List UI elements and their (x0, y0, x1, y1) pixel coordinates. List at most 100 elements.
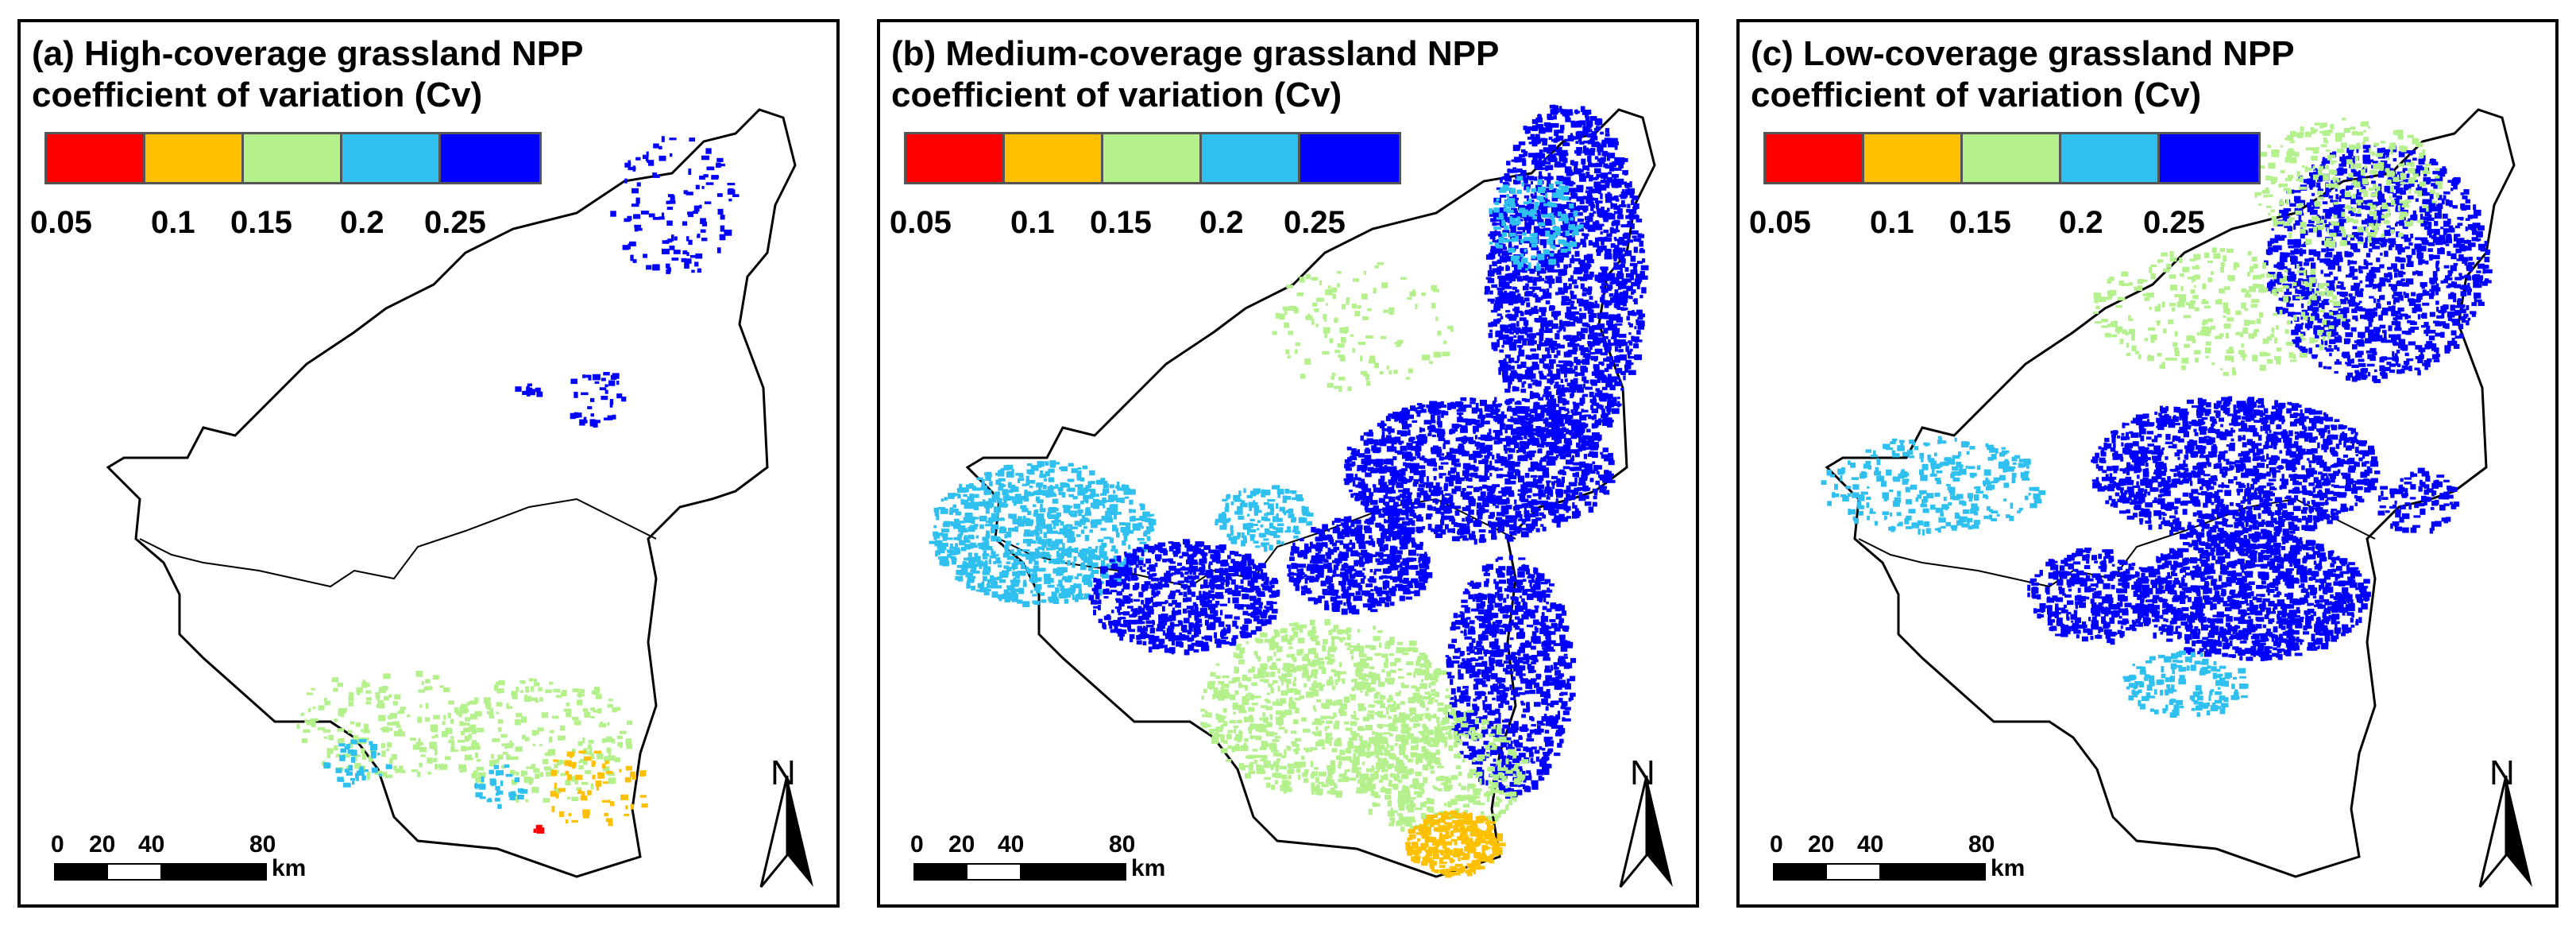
cv-pixel (1568, 213, 1575, 216)
cv-pixel (1582, 130, 1589, 136)
cv-pixel (514, 777, 520, 783)
cv-pixel (425, 686, 433, 691)
cv-pixel (1530, 348, 1537, 352)
cv-pixel (1570, 292, 1574, 299)
cv-pixel (1411, 503, 1415, 508)
cv-pixel (1464, 636, 1473, 640)
cv-pixel (1509, 671, 1514, 674)
cv-pixel (516, 713, 523, 718)
cv-pixel (1589, 227, 1593, 232)
cv-pixel (335, 768, 342, 773)
cv-pixel (1605, 237, 1612, 242)
cv-pixel (1519, 769, 1523, 772)
cv-pixel (1408, 438, 1414, 443)
cv-pixel (1514, 267, 1520, 273)
cv-pixel (1088, 575, 1091, 579)
cv-pixel (1480, 491, 1486, 498)
cv-pixel (1559, 656, 1568, 659)
cv-pixel (1509, 273, 1517, 279)
cv-pixel (1471, 761, 1480, 765)
cv-pixel (1588, 161, 1591, 167)
cv-pixel (1517, 766, 1523, 769)
cv-pixel (1593, 211, 1597, 214)
cv-pixel (1499, 629, 1504, 635)
cv-pixel (1515, 295, 1521, 299)
cv-pixel (1595, 421, 1599, 428)
cv-pixel (1533, 277, 1540, 282)
cv-pixel (1554, 333, 1560, 340)
cv-pixel (1468, 594, 1474, 600)
cv-pixel (1471, 749, 1478, 755)
cv-pixel (1480, 420, 1489, 424)
cv-pixel (1493, 306, 1500, 311)
cv-pixel (1526, 451, 1529, 456)
cv-pixel (1345, 467, 1352, 471)
cv-pixel (1481, 729, 1489, 734)
cv-pixel (433, 745, 438, 751)
cv-pixel (1492, 210, 1500, 216)
cv-pixel (1508, 380, 1512, 385)
cv-pixel (1523, 319, 1529, 326)
cv-pixel (1501, 250, 1508, 257)
cv-pixel (424, 717, 430, 722)
cv-pixel (1524, 690, 1530, 695)
cv-pixel (1534, 265, 1537, 272)
cv-pixel (1540, 616, 1548, 622)
cv-pixel (1528, 665, 1535, 672)
cv-pixel (1639, 248, 1643, 251)
cv-pixel (1558, 513, 1565, 520)
cv-pixel (991, 524, 999, 529)
cv-pixel (1639, 294, 1643, 299)
cv-pixel (1583, 196, 1589, 199)
cv-pixel (1565, 438, 1570, 442)
cv-pixel (684, 258, 692, 264)
cv-pixel (1383, 494, 1388, 498)
cv-pixel (1554, 354, 1558, 358)
cv-pixel (1485, 669, 1489, 676)
cv-pixel (1636, 330, 1641, 335)
cv-pixel (1537, 730, 1540, 735)
cv-pixel (1608, 274, 1613, 278)
cv-pixel (1536, 572, 1541, 579)
cv-pixel (489, 760, 496, 767)
cv-pixel (516, 687, 519, 692)
cv-pixel (498, 680, 505, 686)
cv-pixel (371, 755, 377, 759)
cv-pixel (1633, 203, 1639, 209)
cv-pixel (1462, 686, 1469, 689)
cv-pixel (1579, 461, 1586, 468)
cv-pixel (1464, 451, 1470, 455)
cv-pixel (1537, 114, 1542, 118)
cv-pixel (387, 722, 396, 726)
cv-pixel (1514, 527, 1522, 532)
cv-pixel (1556, 482, 1564, 487)
cv-pixel (1619, 249, 1624, 254)
cv-pixel (593, 710, 601, 713)
cv-pixel (1007, 527, 1016, 532)
cv-pixel (1551, 700, 1559, 705)
cv-pixel (1514, 499, 1517, 505)
cv-pixel (1472, 397, 1477, 402)
cv-pixel (1512, 689, 1518, 695)
cv-pixel (1618, 345, 1621, 349)
cv-pixel (504, 764, 510, 768)
cv-pixel (1583, 380, 1589, 384)
cv-pixel (1534, 189, 1537, 196)
cv-pixel (1617, 378, 1620, 381)
cv-pixel (706, 166, 715, 171)
cv-pixel (597, 772, 602, 780)
cv-pixel (415, 741, 423, 745)
cv-pixel (1459, 651, 1464, 656)
cv-pixel (639, 770, 645, 777)
cv-pixel (1565, 641, 1574, 647)
cv-pixel (1498, 690, 1506, 693)
cv-pixel (1360, 436, 1364, 441)
cv-pixel (1510, 169, 1518, 173)
cv-pixel (1115, 498, 1122, 503)
cv-pixel (1513, 418, 1520, 424)
cv-pixel (1353, 477, 1361, 481)
cv-pixel (1539, 275, 1543, 280)
cv-pixel (1549, 359, 1556, 364)
cv-pixel (1365, 472, 1372, 478)
cv-pixel (356, 687, 363, 693)
